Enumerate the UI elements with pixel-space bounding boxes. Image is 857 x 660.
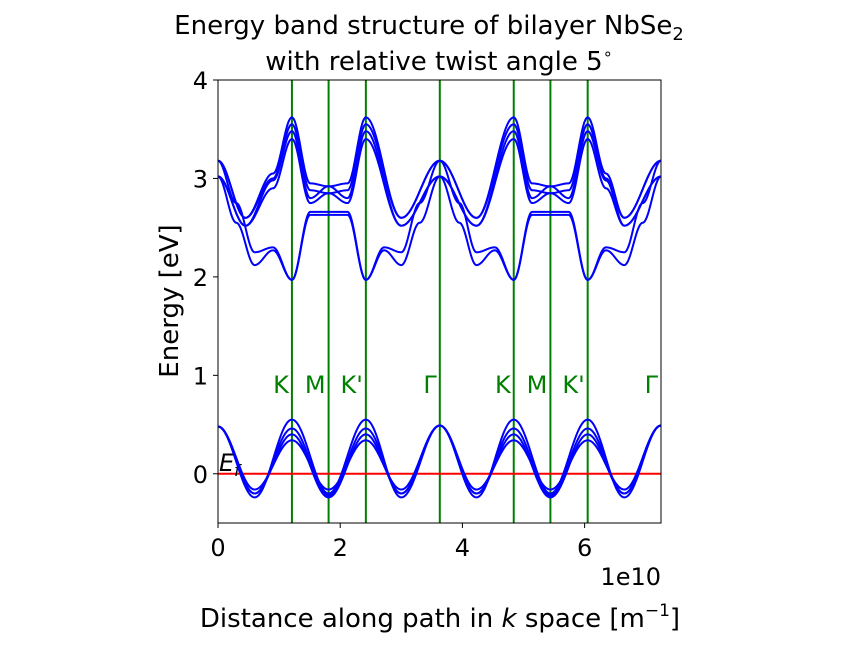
- y-tick-label: 0: [193, 461, 208, 489]
- y-axis-label: Energy [eV]: [155, 224, 185, 377]
- x-tick-label: 6: [577, 534, 592, 562]
- k-point-labels: K M K' Γ K M K' Γ: [273, 371, 658, 399]
- y-tick-label: 1: [193, 362, 208, 390]
- x-tick-label: 2: [333, 534, 348, 562]
- band-line: [218, 424, 661, 491]
- y-tick-label: 3: [193, 165, 208, 193]
- y-tick-label: 2: [193, 264, 208, 292]
- k-point-label: K': [562, 371, 584, 399]
- plot-frame: [217, 79, 662, 524]
- y-tick-label: 4: [193, 67, 208, 95]
- k-point-label: K: [273, 371, 290, 399]
- k-point-label: Γ: [423, 371, 437, 399]
- k-point-lines: [290, 80, 589, 523]
- x-axis-label: Distance along path in k space [m−1]: [200, 601, 680, 634]
- band-lines: [218, 116, 661, 499]
- k-point-label: M: [305, 371, 326, 399]
- y-axis-ticks: 0 1 2 3 4: [193, 67, 218, 489]
- x-tick-label: 0: [210, 534, 225, 562]
- plot-area: Ef K M K' Γ K M K' Γ: [218, 80, 661, 523]
- x-offset-text: 1e10: [600, 563, 661, 591]
- k-point-label: K': [341, 371, 363, 399]
- x-axis-ticks: 0 2 4 6: [210, 523, 592, 562]
- chart-title-line-1: Energy band structure of bilayer NbSe2: [174, 11, 684, 45]
- k-point-label: K: [495, 371, 512, 399]
- chart-title: Energy band structure of bilayer NbSe2 w…: [174, 11, 684, 77]
- chart-title-line-2: with relative twist angle 5∘: [265, 44, 612, 77]
- band-line: [218, 175, 661, 281]
- x-tick-label: 4: [455, 534, 470, 562]
- k-point-label: M: [527, 371, 548, 399]
- k-point-label: Γ: [645, 371, 659, 399]
